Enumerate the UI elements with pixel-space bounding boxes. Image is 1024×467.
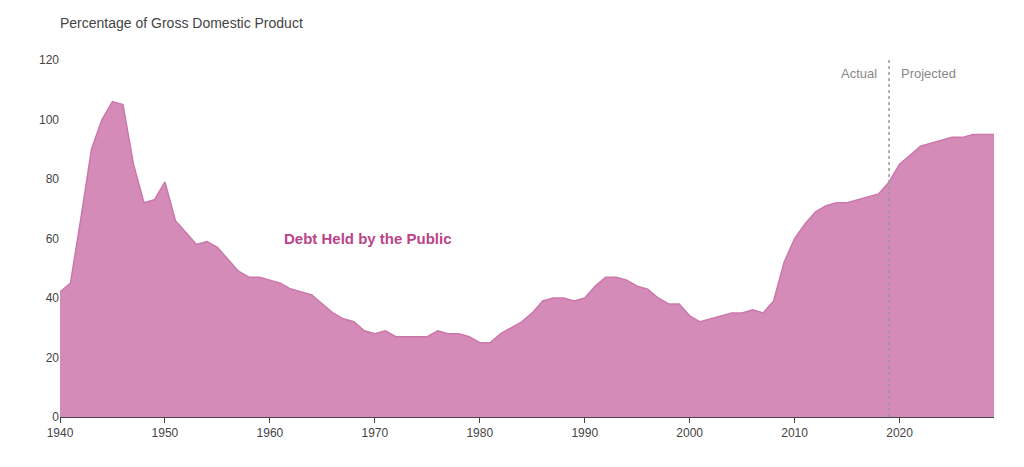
svg-text:1980: 1980 [466,426,493,440]
svg-text:120: 120 [39,53,59,67]
svg-text:40: 40 [46,291,60,305]
svg-text:Actual: Actual [841,66,877,81]
svg-text:1940: 1940 [47,426,74,440]
svg-text:2010: 2010 [781,426,808,440]
svg-text:60: 60 [46,232,60,246]
svg-text:Projected: Projected [901,66,956,81]
svg-text:2000: 2000 [676,426,703,440]
svg-text:1970: 1970 [361,426,388,440]
svg-text:2020: 2020 [886,426,913,440]
svg-text:1990: 1990 [571,426,598,440]
svg-text:Percentage of Gross Domestic P: Percentage of Gross Domestic Product [60,15,303,31]
svg-text:0: 0 [52,410,59,424]
svg-text:Debt Held by the Public: Debt Held by the Public [284,230,452,247]
svg-text:1960: 1960 [257,426,284,440]
svg-text:100: 100 [39,113,59,127]
svg-text:1950: 1950 [152,426,179,440]
svg-text:80: 80 [46,172,60,186]
svg-text:20: 20 [46,351,60,365]
